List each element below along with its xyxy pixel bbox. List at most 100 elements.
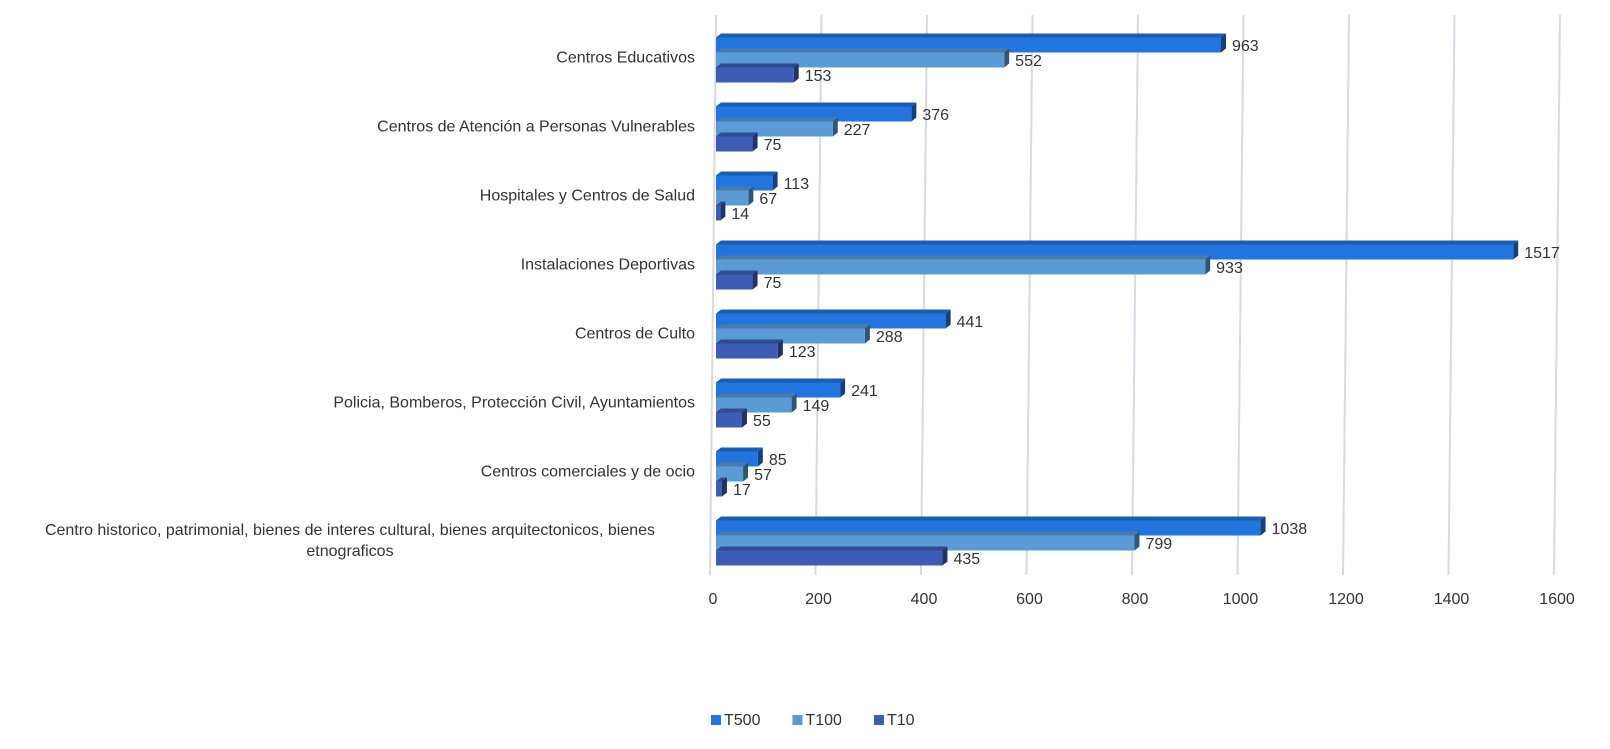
data-label: 75	[764, 137, 782, 154]
bar-side	[1004, 48, 1010, 68]
bar-top	[716, 546, 948, 551]
grid-line	[814, 14, 823, 576]
x-tick-label: 1200	[1328, 591, 1364, 608]
data-label: 933	[1216, 260, 1243, 277]
bar-top	[716, 117, 838, 122]
bar-top	[716, 186, 754, 191]
bar	[716, 259, 1206, 275]
data-label: 67	[759, 191, 777, 208]
x-tick-label: 400	[911, 591, 938, 608]
y-tick-label: Instalaciones Deportivas	[520, 256, 695, 274]
bar-top	[716, 270, 758, 275]
legend-label: T500	[724, 712, 761, 729]
bar-side	[791, 393, 797, 413]
x-tick-label: 1000	[1223, 591, 1259, 608]
data-label: 153	[805, 68, 832, 85]
data-label: 75	[764, 275, 782, 292]
bar-side	[742, 408, 748, 428]
bar-side	[1205, 255, 1211, 275]
bar	[716, 136, 753, 152]
y-tick-label: Hospitales y Centros de Salud	[479, 187, 695, 205]
bar-side	[748, 186, 754, 206]
bar-top	[716, 462, 749, 467]
x-tick-label: 800	[1122, 591, 1149, 608]
legend-label: T10	[887, 712, 915, 729]
bar-side	[945, 309, 951, 329]
data-label: 441	[957, 314, 984, 331]
x-tick-label: 1400	[1434, 591, 1470, 608]
bar-side	[721, 477, 727, 497]
bar-side	[743, 462, 749, 482]
bar-side	[752, 132, 758, 152]
bar-top	[716, 255, 1211, 260]
bar-top	[716, 408, 748, 413]
y-tick-label: Centros comerciales y de ocio	[480, 463, 695, 481]
data-label: 55	[753, 413, 771, 430]
legend-label: T100	[805, 712, 842, 729]
bar-side	[793, 63, 799, 83]
data-label: 113	[784, 176, 810, 193]
bar-top	[716, 516, 1266, 521]
bar-top	[716, 339, 783, 344]
bar-top	[716, 201, 726, 206]
bar-top	[716, 378, 846, 383]
bar	[716, 412, 743, 428]
bar-side	[1134, 531, 1140, 551]
bar-top	[716, 171, 778, 176]
grid-line	[1342, 14, 1350, 576]
bar-side	[1513, 240, 1519, 260]
bar	[716, 67, 794, 83]
data-label: 963	[1232, 38, 1259, 55]
bar	[716, 343, 778, 359]
data-label: 1517	[1524, 245, 1560, 262]
data-label: 227	[844, 122, 871, 139]
bar-side	[911, 102, 917, 122]
data-label: 435	[953, 551, 980, 568]
bar-top	[716, 102, 917, 107]
grid-line	[1447, 14, 1456, 576]
data-label: 552	[1015, 53, 1042, 70]
legend-swatch	[711, 715, 721, 725]
grid-line	[1131, 14, 1139, 576]
y-tick-label: Centros de Culto	[574, 325, 695, 343]
data-label: 799	[1145, 536, 1172, 553]
data-label: 288	[876, 329, 903, 346]
bar-side	[864, 324, 870, 344]
bar	[716, 205, 721, 221]
data-label: 376	[922, 107, 949, 124]
bar-top	[716, 240, 1519, 245]
data-label: 123	[789, 344, 816, 361]
bar-side	[942, 546, 948, 566]
bar-side	[720, 201, 726, 221]
bar-side	[832, 117, 838, 137]
bar-top	[716, 393, 797, 398]
bar-side	[752, 270, 758, 290]
y-tick-label: Centro historico, patrimonial, bienes de…	[44, 522, 656, 560]
grid-line	[1236, 14, 1245, 576]
bar-top	[716, 132, 758, 137]
data-label: 241	[851, 383, 878, 400]
bar-top	[716, 477, 727, 482]
x-tick-label: 600	[1016, 591, 1043, 608]
legend-swatch	[792, 715, 803, 725]
bar-side	[840, 378, 846, 398]
bar-side	[1220, 33, 1226, 53]
grid-line	[1025, 14, 1034, 576]
data-label: 57	[754, 467, 772, 484]
y-tick-label: Centros de Atención a Personas Vulnerabl…	[377, 118, 695, 136]
y-tick-label: Centros Educativos	[556, 49, 695, 67]
data-label: 14	[731, 206, 749, 223]
data-label: 149	[803, 398, 830, 415]
bar-side	[1260, 516, 1266, 536]
data-label: 85	[769, 452, 787, 469]
bar-side	[777, 339, 783, 359]
bar-top	[716, 63, 799, 68]
bar-top	[716, 309, 951, 314]
legend-swatch	[873, 715, 884, 725]
bar-top	[716, 531, 1140, 536]
bar	[716, 550, 943, 566]
bar	[716, 481, 722, 497]
bar	[716, 274, 753, 290]
